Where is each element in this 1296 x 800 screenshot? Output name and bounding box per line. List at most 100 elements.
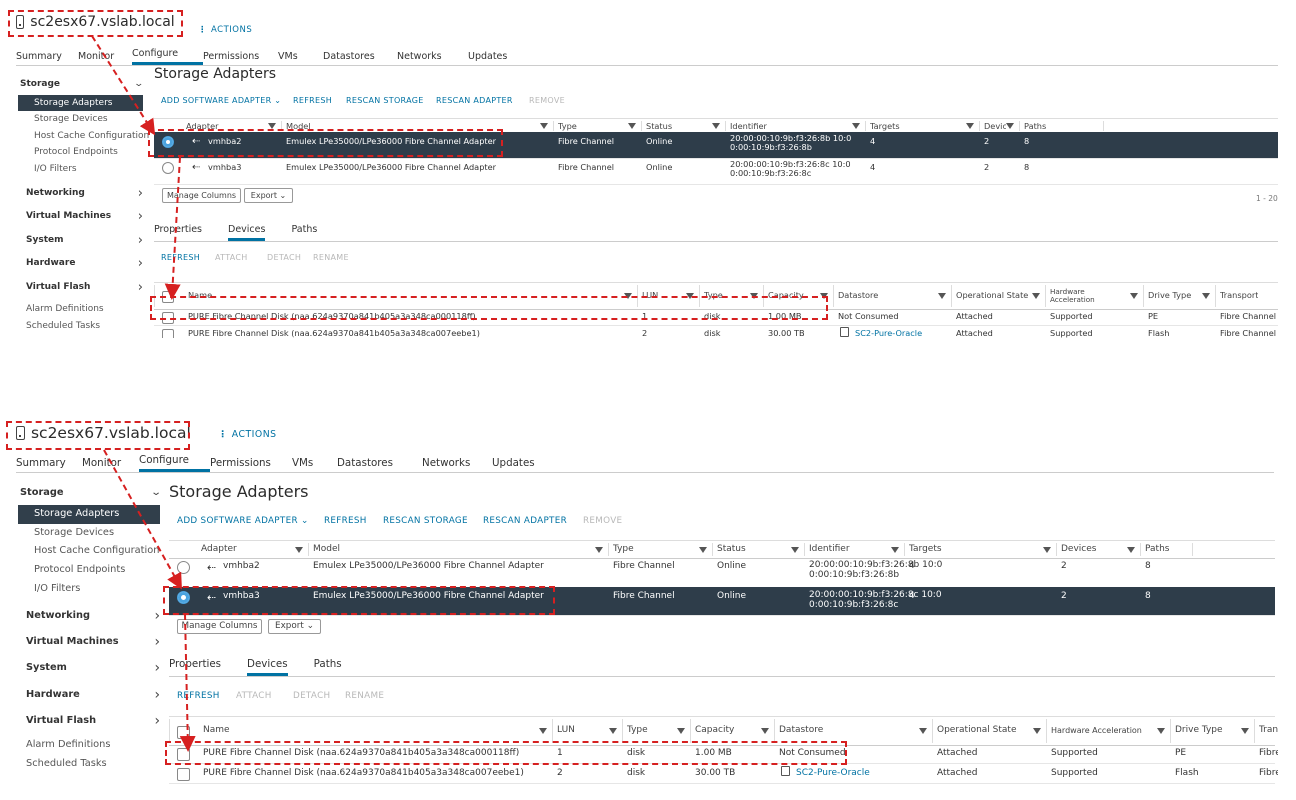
filter-icon[interactable] xyxy=(1202,293,1210,299)
device-row[interactable]: PURE Fibre Channel Disk (naa.624a9370a84… xyxy=(154,325,1278,338)
device-row[interactable]: PURE Fibre Channel Disk (naa.624a9370a84… xyxy=(169,744,1278,764)
toolbar-refresh-button[interactable]: REFRESH xyxy=(293,96,333,105)
filter-icon[interactable] xyxy=(750,293,758,299)
select-all-checkbox[interactable] xyxy=(177,725,190,739)
toolbar-rescan-adapter-button[interactable]: RESCAN ADAPTER xyxy=(436,96,513,105)
column-header-model[interactable]: Model xyxy=(313,544,341,554)
nav-group-hardware[interactable]: Hardware › xyxy=(26,682,160,708)
nav-item-alarm-definitions[interactable]: Alarm Definitions xyxy=(26,739,111,751)
filter-icon[interactable] xyxy=(1130,293,1138,299)
filter-icon[interactable] xyxy=(624,293,632,299)
column-header-adapter[interactable]: Adapter xyxy=(201,544,237,554)
nav-group-networking[interactable]: Networking › xyxy=(26,603,160,629)
toolbar-add-software-adapter-button[interactable]: ADD SOFTWARE ADAPTER ⌄ xyxy=(177,516,309,526)
devices-rename-button[interactable]: RENAME xyxy=(345,691,385,701)
filter-icon[interactable] xyxy=(1033,728,1041,734)
filter-icon[interactable] xyxy=(595,546,603,553)
column-header-drive-type[interactable]: Drive Type xyxy=(1175,725,1223,736)
nav-item-scheduled-tasks[interactable]: Scheduled Tasks xyxy=(26,758,107,770)
nav-item-protocol-endpoints[interactable]: Protocol Endpoints xyxy=(34,564,126,576)
subtab-devices[interactable]: Devices xyxy=(247,658,288,676)
filter-icon[interactable] xyxy=(820,293,828,299)
nav-group-virtual-machines[interactable]: Virtual Machines › xyxy=(26,629,160,655)
nav-item-storage-devices[interactable]: Storage Devices xyxy=(34,114,108,125)
column-header-name[interactable]: Name xyxy=(203,725,230,736)
filter-icon[interactable] xyxy=(540,123,548,129)
column-header-lun[interactable]: LUN xyxy=(642,290,659,301)
nav-item-alarm-definitions[interactable]: Alarm Definitions xyxy=(26,304,104,315)
devices-rename-button[interactable]: RENAME xyxy=(313,253,349,262)
nav-group-networking[interactable]: Networking › xyxy=(26,182,143,206)
tab-permissions[interactable]: Permissions xyxy=(210,457,271,469)
nav-group-storage[interactable]: Storage ⌄ xyxy=(20,76,145,93)
column-header-status[interactable]: Status xyxy=(646,121,673,131)
host-name[interactable]: sc2esx67.vslab.local xyxy=(30,424,191,442)
row-select-radio[interactable] xyxy=(177,561,190,574)
filter-icon[interactable] xyxy=(1127,546,1135,553)
devices-detach-button[interactable]: DETACH xyxy=(267,253,302,262)
column-header-datastore[interactable]: Datastore xyxy=(838,290,879,301)
filter-icon[interactable] xyxy=(761,728,769,734)
column-header-drive-type[interactable]: Drive Type xyxy=(1148,290,1192,301)
filter-icon[interactable] xyxy=(891,546,899,553)
column-header-identifier[interactable]: Identifier xyxy=(730,121,767,131)
filter-icon[interactable] xyxy=(966,123,974,129)
tab-networks[interactable]: Networks xyxy=(397,51,442,62)
row-checkbox[interactable] xyxy=(177,748,190,761)
nav-group-virtual-flash[interactable]: Virtual Flash › xyxy=(26,708,160,734)
export-button[interactable]: Export ⌄ xyxy=(268,619,321,634)
tab-monitor[interactable]: Monitor xyxy=(82,457,122,469)
tab-updates[interactable]: Updates xyxy=(492,457,535,469)
column-header-transport[interactable]: Transport xyxy=(1259,725,1278,736)
column-header-capacity[interactable]: Capacity xyxy=(695,725,735,736)
column-header-capacity[interactable]: Capacity xyxy=(768,290,804,301)
row-select-radio[interactable] xyxy=(177,591,190,604)
column-header-operational-state[interactable]: Operational State xyxy=(956,290,1029,301)
tab-vms[interactable]: VMs xyxy=(292,457,314,469)
tab-datastores[interactable]: Datastores xyxy=(323,51,375,62)
tab-monitor[interactable]: Monitor xyxy=(78,51,115,62)
column-header-adapter[interactable]: Adapter xyxy=(186,121,219,131)
adapter-row[interactable]: ⇠ vmhba2 Emulex LPe35000/LPe36000 Fibre Ch… xyxy=(169,557,1275,588)
row-checkbox[interactable] xyxy=(177,767,190,781)
filter-icon[interactable] xyxy=(609,728,617,734)
subtab-properties[interactable]: Properties xyxy=(154,224,203,235)
nav-item-storage-adapters[interactable]: Storage Adapters xyxy=(18,94,143,112)
filter-icon[interactable] xyxy=(268,123,276,129)
toolbar-rescan-storage-button[interactable]: RESCAN STORAGE xyxy=(383,516,468,526)
filter-icon[interactable] xyxy=(1043,546,1051,553)
nav-item-scheduled-tasks[interactable]: Scheduled Tasks xyxy=(26,320,101,331)
adapter-row[interactable]: ⇠ vmhba3 Emulex LPe35000/LPe36000 Fibre Ch… xyxy=(154,158,1278,185)
filter-icon[interactable] xyxy=(686,293,694,299)
devices-refresh-button[interactable]: REFRESH xyxy=(177,691,220,701)
tab-summary[interactable]: Summary xyxy=(16,51,62,62)
nav-group-hardware[interactable]: Hardware › xyxy=(26,252,143,276)
filter-icon[interactable] xyxy=(539,728,547,734)
filter-icon[interactable] xyxy=(295,546,303,553)
nav-group-virtual-flash[interactable]: Virtual Flash › xyxy=(26,276,143,300)
column-header-targets[interactable]: Targets xyxy=(909,544,942,554)
filter-icon[interactable] xyxy=(699,546,707,553)
select-all-checkbox[interactable] xyxy=(162,291,174,303)
filter-icon[interactable] xyxy=(791,546,799,553)
filter-icon[interactable] xyxy=(712,123,720,129)
nav-item-i-o-filters[interactable]: I/O Filters xyxy=(34,164,77,174)
tab-configure[interactable]: Configure xyxy=(139,454,210,472)
nav-group-storage[interactable]: Storage ⌄ xyxy=(20,484,162,503)
filter-icon[interactable] xyxy=(1157,728,1165,734)
column-header-devices[interactable]: Devices xyxy=(1061,544,1097,554)
toolbar-remove-button[interactable]: REMOVE xyxy=(529,96,565,105)
column-header-hardware-acceleration[interactable]: Hardware Acceleration xyxy=(1050,287,1095,304)
tab-configure[interactable]: Configure xyxy=(132,48,203,65)
devices-detach-button[interactable]: DETACH xyxy=(293,691,331,701)
adapter-row[interactable]: ⇠ vmhba3 Emulex LPe35000/LPe36000 Fibre Ch… xyxy=(169,587,1275,616)
filter-icon[interactable] xyxy=(628,123,636,129)
row-checkbox[interactable] xyxy=(162,311,174,324)
nav-item-host-cache-configuration[interactable]: Host Cache Configuration xyxy=(34,130,150,141)
filter-icon[interactable] xyxy=(1006,123,1014,129)
subtab-paths[interactable]: Paths xyxy=(313,658,342,670)
nav-group-system[interactable]: System › xyxy=(26,655,160,681)
tab-vms[interactable]: VMs xyxy=(278,51,298,62)
column-header-name[interactable]: Name xyxy=(188,290,213,301)
column-header-type[interactable]: Type xyxy=(558,121,577,131)
